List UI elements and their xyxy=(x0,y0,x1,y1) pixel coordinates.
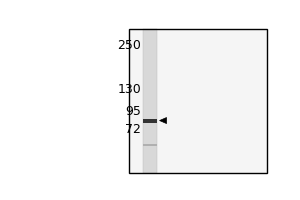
Polygon shape xyxy=(160,118,167,124)
Bar xyxy=(143,119,157,123)
Text: 130: 130 xyxy=(117,83,141,96)
Bar xyxy=(143,144,157,146)
Bar xyxy=(129,29,266,173)
Text: 250: 250 xyxy=(117,39,141,52)
Text: 95: 95 xyxy=(125,105,141,118)
Text: 72: 72 xyxy=(125,123,141,136)
Bar xyxy=(143,29,157,173)
Bar xyxy=(129,29,266,173)
